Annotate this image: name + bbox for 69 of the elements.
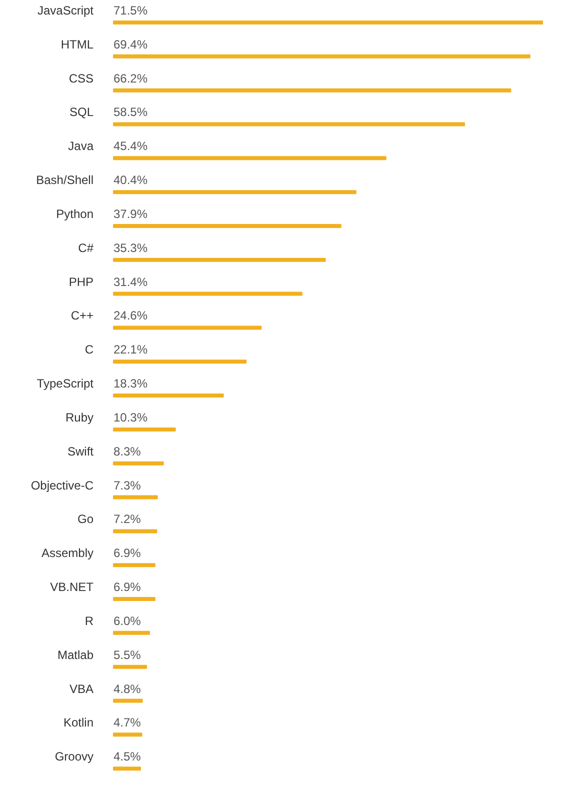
bar [113,190,356,194]
y-tick-label: HTML [60,37,94,52]
bar [113,529,158,534]
data-label: 6.9% [114,580,142,594]
data-label: 66.2% [114,71,148,86]
y-tick-label: PHP [68,274,94,289]
data-label: 5.5% [114,648,142,662]
bar [113,224,342,228]
data-label: 58.5% [114,105,148,120]
y-tick-label: Go [77,512,94,526]
bar [113,20,543,24]
y-tick-label: Kotlin [63,716,94,730]
y-tick-label: Ruby [65,410,94,424]
y-tick-label: C++ [70,308,94,323]
data-label: 4.7% [114,716,142,730]
data-label: 6.0% [114,614,142,628]
y-tick-label: Assembly [41,546,94,560]
data-label: 4.5% [114,750,142,764]
bar [113,495,158,500]
bar [113,156,386,160]
y-tick-label: VB.NET [50,580,94,594]
y-tick-label: TypeScript [36,376,94,391]
data-label: 4.8% [114,682,142,696]
y-tick-label: C# [78,240,94,255]
bar [113,88,512,92]
y-tick-label: C [84,342,94,357]
data-label: 24.6% [114,308,148,323]
bar [113,292,302,296]
bar [113,54,530,58]
y-tick-label: CSS [68,71,94,86]
data-label: 10.3% [114,410,148,424]
y-tick-label: Objective-C [30,478,94,492]
bar [113,732,142,737]
y-tick-label: Python [56,206,94,221]
bar [113,326,262,330]
data-label: 7.3% [114,478,142,492]
data-label: 7.2% [114,512,142,526]
bar [113,258,326,262]
bar [113,698,143,703]
bar [113,597,156,602]
data-label: 37.9% [114,206,148,221]
bar [113,360,247,364]
y-tick-label: JavaScript [37,4,94,18]
bar [113,122,465,126]
y-tick-label: Groovy [54,750,94,764]
data-label: 40.4% [114,173,148,188]
data-label: 35.3% [114,240,148,255]
bar [113,461,164,466]
bar [113,394,224,398]
bar [113,427,176,432]
data-label: 69.4% [114,37,148,52]
bar [113,563,156,568]
data-label: 31.4% [114,274,148,289]
data-label: 45.4% [114,139,148,154]
y-tick-label: SQL [69,105,94,120]
y-tick-label: R [84,614,94,628]
y-tick-label: Swift [67,444,94,458]
y-tick-label: Bash/Shell [36,173,94,188]
y-tick-label: VBA [69,682,94,696]
data-label: 8.3% [114,444,142,458]
bar [113,630,150,635]
bar [113,766,141,771]
data-label: 71.5% [114,4,148,18]
data-label: 22.1% [114,342,148,357]
y-tick-label: Matlab [57,648,94,662]
data-label: 18.3% [114,376,148,391]
bar [113,664,147,669]
data-label: 6.9% [114,546,142,560]
y-tick-label: Java [68,139,94,154]
